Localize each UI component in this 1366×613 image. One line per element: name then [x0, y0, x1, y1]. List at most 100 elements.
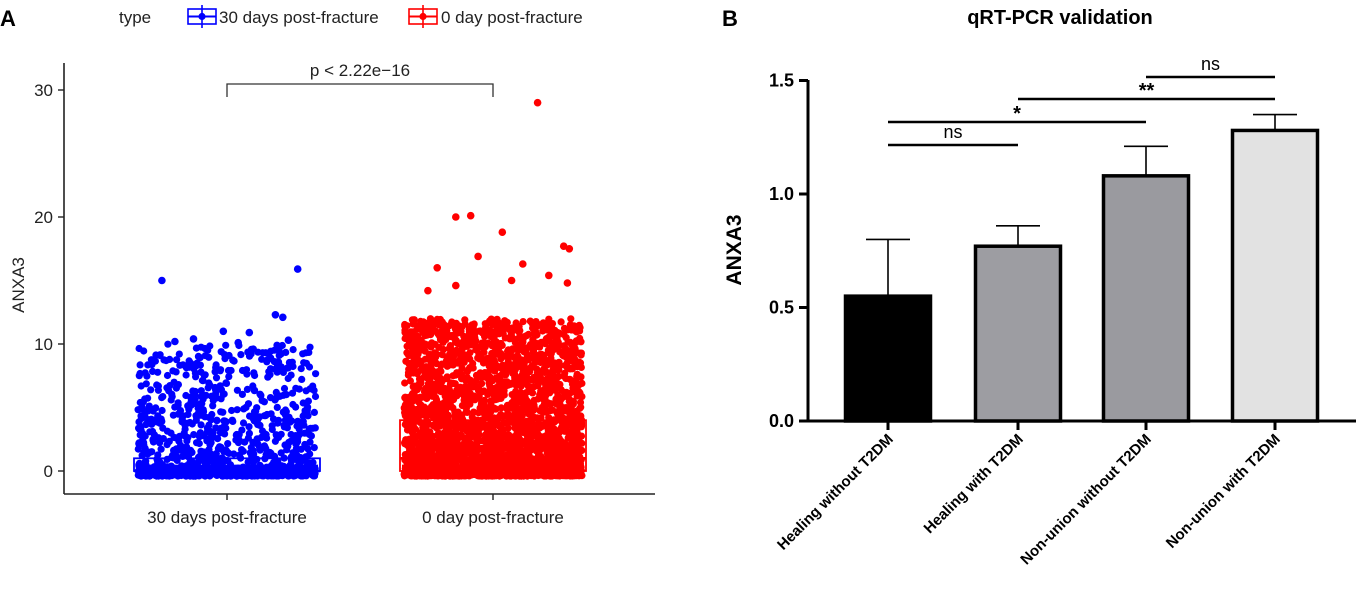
data-point	[243, 385, 251, 393]
data-point	[285, 358, 293, 367]
data-point	[517, 426, 526, 434]
data-point	[510, 450, 518, 458]
data-point	[534, 395, 542, 403]
data-point	[577, 403, 585, 411]
data-point	[479, 398, 487, 406]
significance-label: *	[1013, 103, 1021, 125]
data-point	[455, 433, 463, 441]
data-point	[422, 439, 431, 447]
data-point	[445, 386, 454, 394]
panel-a-group-0	[133, 265, 321, 480]
outlier-point	[158, 276, 166, 285]
data-point	[554, 343, 562, 351]
legend-label-30-days: 30 days post-fracture	[219, 8, 379, 27]
data-point	[266, 394, 275, 402]
data-point	[443, 373, 451, 381]
data-point	[273, 368, 281, 376]
data-point	[136, 361, 144, 369]
data-point	[216, 367, 224, 375]
data-point	[469, 424, 477, 432]
data-point	[475, 431, 483, 439]
data-point	[153, 418, 161, 426]
data-point	[495, 436, 503, 444]
data-point	[431, 407, 439, 415]
data-point	[406, 443, 414, 452]
outlier-point	[293, 265, 302, 273]
data-point	[441, 392, 449, 400]
data-point	[496, 375, 504, 383]
data-point	[551, 425, 559, 433]
bar	[973, 244, 1063, 423]
data-point	[449, 361, 457, 369]
data-point	[421, 384, 430, 393]
data-point	[196, 354, 204, 362]
data-point	[566, 407, 574, 415]
data-point	[510, 326, 519, 334]
legend-key-red	[408, 5, 438, 28]
data-point	[205, 446, 213, 454]
data-point	[407, 328, 415, 336]
data-point	[452, 338, 460, 346]
data-point	[458, 364, 466, 372]
outlier-point	[271, 311, 280, 319]
data-point	[491, 419, 499, 427]
data-point	[466, 349, 474, 357]
data-point	[542, 432, 550, 440]
data-point	[560, 407, 568, 415]
data-point	[488, 316, 496, 324]
data-point	[278, 341, 286, 350]
panel-a-significance-bracket: p < 2.22e−16	[226, 61, 494, 97]
data-point	[197, 387, 205, 395]
bar	[843, 294, 933, 423]
data-point	[487, 459, 495, 467]
data-point	[250, 450, 258, 458]
data-point	[142, 421, 150, 429]
data-point	[271, 437, 279, 445]
data-point	[528, 389, 537, 397]
data-point	[466, 376, 474, 384]
data-point	[297, 365, 305, 373]
data-point	[561, 369, 569, 377]
data-point	[172, 384, 180, 392]
data-point	[572, 337, 581, 345]
data-point	[462, 335, 470, 343]
data-point	[258, 355, 266, 363]
data-point	[451, 325, 460, 333]
data-point	[431, 349, 439, 357]
data-point	[427, 391, 435, 399]
panel-a-p-value: p < 2.22e−16	[310, 61, 410, 80]
data-point	[305, 430, 313, 439]
outlier-point	[284, 336, 293, 345]
data-point	[250, 369, 258, 377]
data-point	[203, 424, 211, 432]
data-point	[141, 457, 149, 466]
data-point	[253, 435, 261, 443]
data-point	[178, 447, 186, 455]
data-point	[533, 331, 541, 339]
data-point	[403, 426, 412, 434]
data-point	[166, 355, 174, 363]
data-point	[555, 372, 563, 380]
data-point	[476, 369, 484, 377]
panel-a-y-tick-label: 10	[34, 335, 53, 354]
data-point	[181, 432, 189, 440]
data-point	[216, 382, 224, 390]
data-point	[445, 354, 453, 362]
data-point	[273, 403, 281, 411]
data-point	[422, 447, 430, 455]
data-point	[543, 380, 552, 388]
data-point	[280, 384, 289, 393]
data-point	[449, 372, 457, 380]
data-point	[480, 330, 488, 338]
outlier-point	[452, 281, 460, 290]
data-point	[417, 442, 425, 450]
data-point	[515, 446, 523, 454]
outlier-point	[245, 328, 254, 337]
data-point	[230, 357, 238, 365]
data-point	[567, 315, 575, 323]
data-point	[422, 427, 430, 435]
data-point	[483, 411, 491, 419]
data-point	[149, 438, 158, 446]
data-point	[475, 458, 483, 466]
data-point	[403, 342, 411, 350]
